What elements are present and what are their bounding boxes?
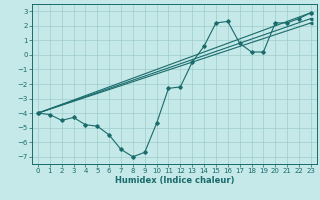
X-axis label: Humidex (Indice chaleur): Humidex (Indice chaleur) <box>115 176 234 185</box>
